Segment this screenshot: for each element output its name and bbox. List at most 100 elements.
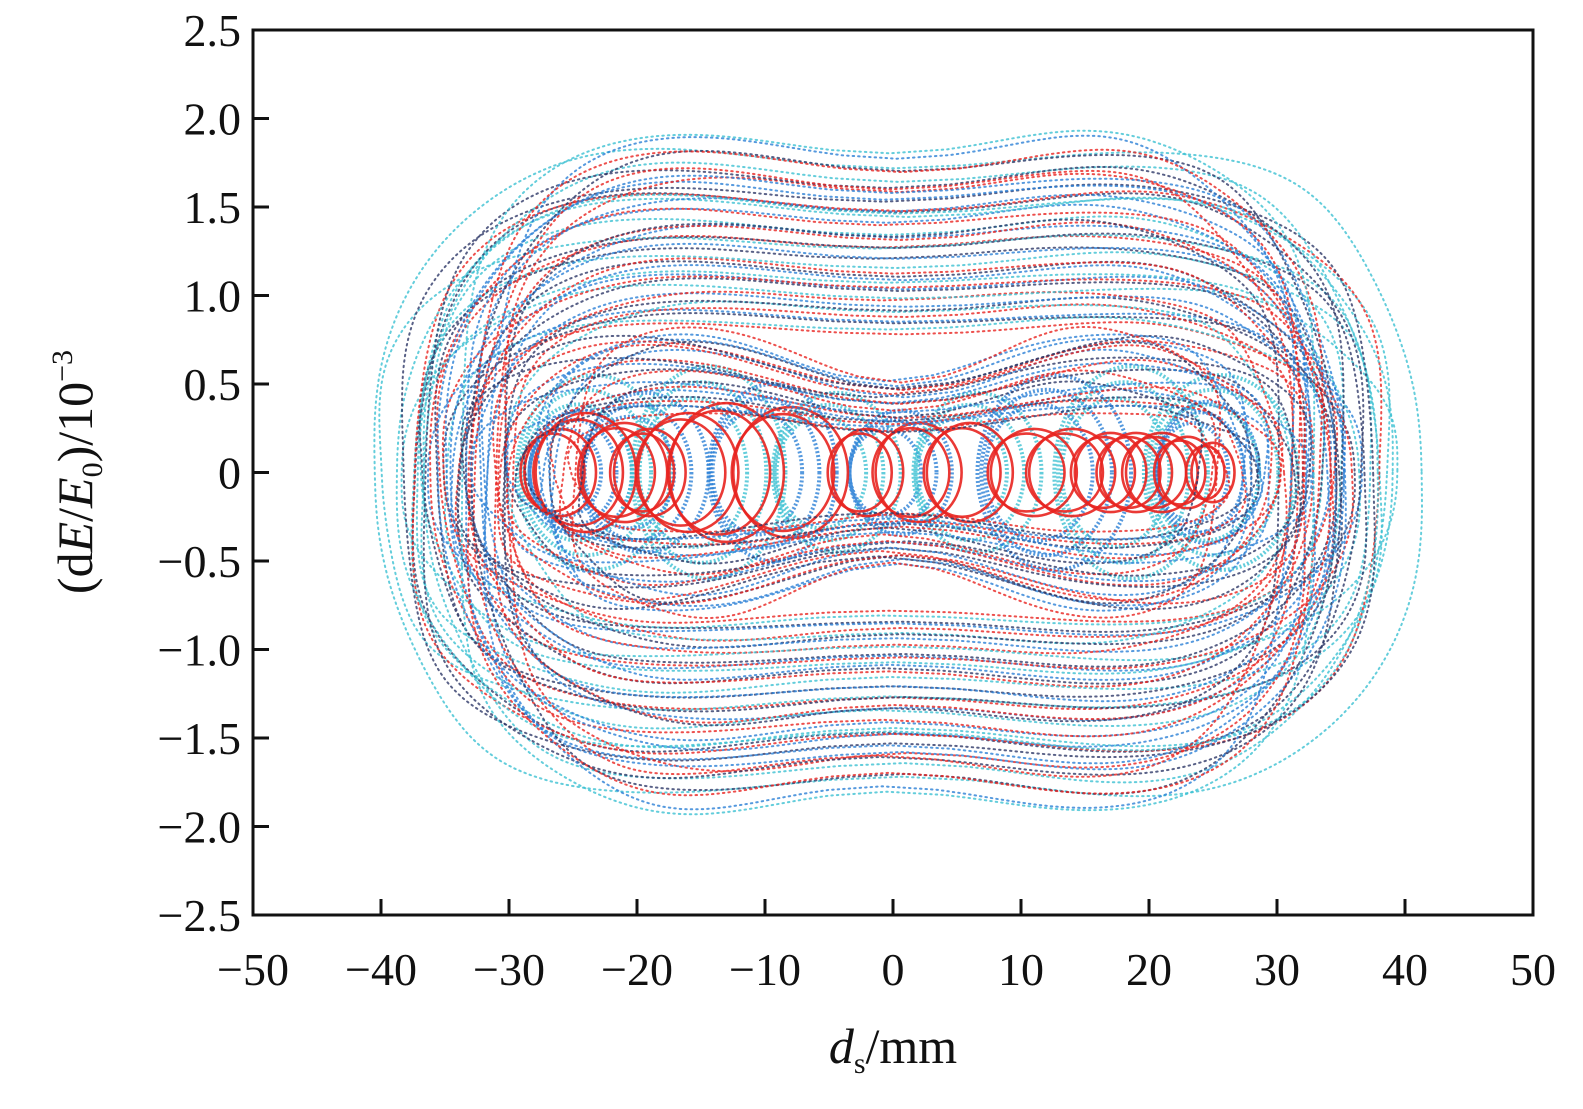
x-tick-label: 30 (1254, 944, 1300, 995)
orbit-outer-envelope-orbits (460, 129, 1316, 816)
loop-red-inner-loops (612, 427, 687, 518)
x-axis-title: ds/mm (829, 1018, 957, 1080)
y-title-subscript: 0 (76, 462, 109, 477)
y-axis-title: (dE/E0)/10−3 (46, 350, 109, 594)
loop-red-inner-loops (1024, 432, 1105, 513)
orbit-outer-envelope-orbits (418, 246, 1343, 699)
x-axis-ticks: −50 −40 −30 −20 −10 0 10 20 30 40 50 (217, 899, 1556, 995)
loop-red-inner-loops (1190, 441, 1236, 504)
loop-red-inner-loops (634, 418, 727, 527)
loop-blue-inner-loops (1056, 380, 1191, 565)
orbit-red-figure-eight-orbits (539, 388, 1269, 557)
loop-red-inner-loops (1073, 431, 1148, 514)
orbit-red-figure-eight-orbits (456, 334, 1313, 611)
y-tick-label: 0 (218, 448, 241, 499)
y-tick-label: 1.0 (184, 271, 242, 322)
plot-marks (373, 129, 1424, 816)
y-title-close: )/10 (47, 382, 103, 463)
x-tick-label: 40 (1382, 944, 1428, 995)
orbit-outer-envelope-orbits (444, 174, 1347, 771)
loop-red-inner-loops (871, 426, 951, 519)
y-tick-label: 1.5 (184, 182, 242, 233)
orbit-red-figure-eight-orbits (497, 343, 1273, 602)
x-axis-title-unit: /mm (866, 1018, 958, 1074)
orbit-outer-envelope-orbits (418, 270, 1361, 675)
loop-blue-inner-loops (911, 390, 1044, 555)
loop-red-inner-loops (1027, 427, 1117, 518)
loop-blue-inner-loops (527, 417, 619, 528)
orbit-red-figure-eight-orbits (496, 339, 1307, 606)
orbit-outer-envelope-orbits (454, 321, 1339, 624)
loop-red-inner-loops (989, 427, 1079, 518)
orbit-red-figure-eight-orbits (571, 326, 1222, 619)
orbit-outer-envelope-orbits (434, 232, 1368, 713)
loop-blue-inner-loops (1154, 420, 1231, 525)
orbit-outer-envelope-orbits (373, 147, 1424, 798)
loop-red-inner-loops (826, 432, 894, 513)
loop-red-inner-loops (1099, 431, 1174, 514)
orbit-red-figure-eight-orbits (460, 356, 1302, 589)
x-tick-label: 0 (882, 944, 905, 995)
y-tick-label: −1.5 (158, 713, 241, 764)
x-tick-label: −30 (473, 944, 545, 995)
orbit-outer-envelope-orbits (501, 296, 1306, 649)
orbit-outer-envelope-orbits (442, 312, 1356, 633)
x-tick-label: 50 (1510, 944, 1556, 995)
orbit-red-figure-eight-orbits (566, 412, 1231, 533)
x-tick-label: −10 (729, 944, 801, 995)
orbit-outer-envelope-orbits (467, 257, 1315, 688)
loop-red-inner-loops (667, 401, 786, 544)
x-tick-label: 10 (998, 944, 1044, 995)
orbit-outer-envelope-orbits (422, 165, 1345, 780)
orbit-red-figure-eight-orbits (506, 362, 1270, 583)
loop-blue-inner-loops (1059, 396, 1172, 549)
loop-blue-inner-loops (847, 417, 939, 528)
loop-blue-inner-loops (979, 387, 1114, 558)
orbit-outer-envelope-orbits (477, 193, 1316, 752)
orbit-red-figure-eight-orbits (469, 381, 1313, 564)
y-title-open: (d (47, 552, 103, 594)
orbit-outer-envelope-orbits (429, 207, 1332, 738)
x-tick-label: −20 (601, 944, 673, 995)
outer-envelope-orbits (373, 129, 1424, 816)
y-tick-label: 2.0 (184, 94, 242, 145)
orbit-red-figure-eight-orbits (536, 333, 1249, 612)
y-title-E0: E (47, 477, 103, 509)
red-figure-eight-orbits (456, 326, 1313, 619)
orbit-outer-envelope-orbits (441, 275, 1354, 670)
y-axis-ticks: −2.5 −2.0 −1.5 −1.0 −0.5 0 0.5 1.0 1.5 2.0 2.5 (158, 5, 269, 941)
x-tick-label: −50 (217, 944, 289, 995)
loop-blue-inner-loops (637, 396, 750, 549)
y-title-E: E (47, 522, 103, 554)
orbit-red-figure-eight-orbits (548, 340, 1253, 605)
orbit-red-figure-eight-orbits (550, 348, 1248, 597)
loop-blue-inner-loops (983, 402, 1095, 543)
orbit-outer-envelope-orbits (411, 190, 1383, 755)
y-tick-label: −1.0 (158, 625, 241, 676)
x-tick-label: 20 (1126, 944, 1172, 995)
y-tick-label: −0.5 (158, 536, 241, 587)
loop-red-inner-loops (986, 432, 1066, 513)
orbit-outer-envelope-orbits (400, 183, 1376, 762)
orbit-outer-envelope-orbits (449, 242, 1345, 703)
blue-inner-loops (514, 364, 1300, 581)
orbit-outer-envelope-orbits (465, 203, 1308, 742)
y-tick-label: 2.5 (184, 5, 242, 56)
loop-red-inner-loops (1095, 435, 1162, 510)
orbit-outer-envelope-orbits (436, 235, 1335, 710)
y-title-slash: / (47, 508, 103, 522)
loop-blue-inner-loops (1052, 364, 1210, 581)
loop-blue-inner-loops (847, 408, 954, 537)
orbit-outer-envelope-orbits (395, 193, 1394, 752)
orbit-outer-envelope-orbits (456, 260, 1326, 685)
orbit-outer-envelope-orbits (472, 167, 1294, 778)
y-tick-label: −2.5 (158, 890, 241, 941)
orbit-outer-envelope-orbits (378, 234, 1383, 711)
orbit-red-figure-eight-orbits (503, 404, 1264, 541)
orbit-outer-envelope-orbits (493, 221, 1302, 724)
loop-blue-inner-loops (915, 414, 1009, 531)
loop-red-inner-loops (730, 412, 836, 533)
y-tick-label: 0.5 (184, 359, 242, 410)
orbit-outer-envelope-orbits (483, 134, 1296, 811)
